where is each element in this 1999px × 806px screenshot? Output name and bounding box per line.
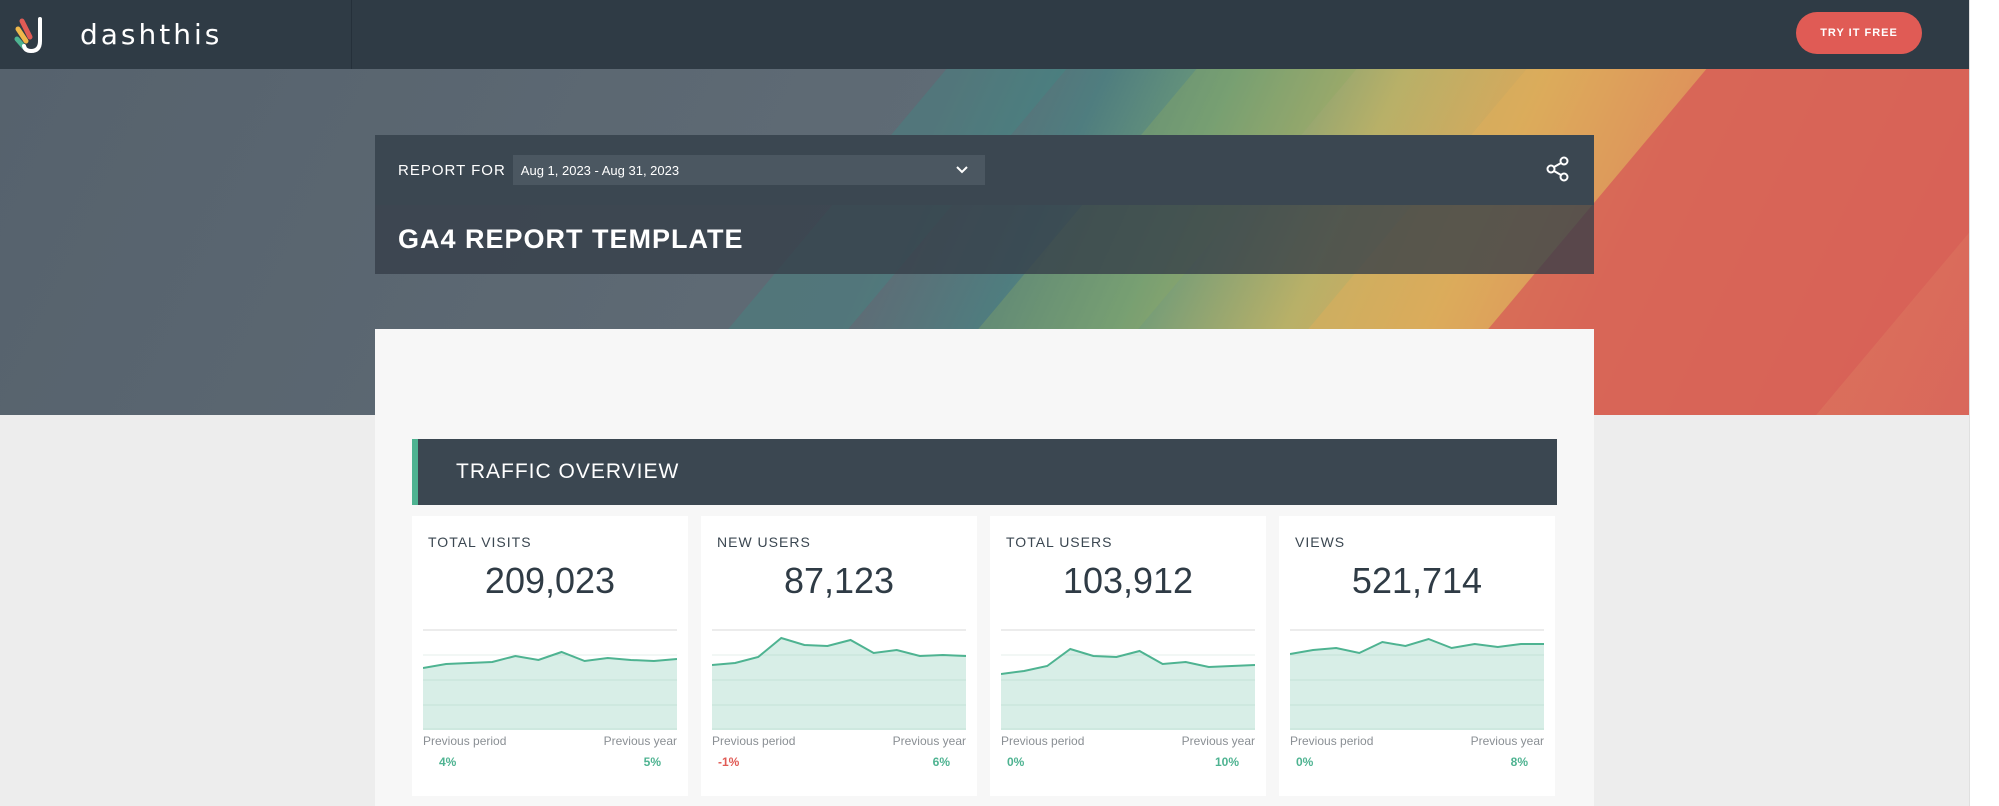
section-title: TRAFFIC OVERVIEW bbox=[456, 460, 680, 483]
page-title: GA4 REPORT TEMPLATE bbox=[398, 224, 744, 254]
kpi-label: TOTAL USERS bbox=[1006, 534, 1113, 550]
chevron-down-icon bbox=[956, 166, 968, 174]
previous-year-label: Previous year bbox=[1470, 734, 1544, 748]
try-it-free-button[interactable]: TRY IT FREE bbox=[1796, 12, 1922, 54]
brand-name: dashthis bbox=[80, 18, 223, 51]
kpi-label: NEW USERS bbox=[717, 534, 811, 550]
previous-period-label: Previous period bbox=[423, 734, 507, 748]
previous-year-label: Previous year bbox=[892, 734, 966, 748]
sparkline-chart bbox=[1290, 629, 1544, 730]
sparkline-area bbox=[423, 652, 677, 730]
dashthis-logo-icon bbox=[14, 16, 42, 53]
kpi-value: 87,123 bbox=[783, 560, 895, 601]
sparkline-line bbox=[712, 636, 966, 666]
previous-period-label: Previous period bbox=[1001, 734, 1085, 748]
sparkline-line bbox=[1290, 637, 1544, 655]
sparkline-line bbox=[1001, 647, 1255, 675]
previous-year-change: 6% bbox=[932, 755, 950, 769]
previous-year-change: 10% bbox=[1214, 755, 1239, 769]
kpi-card[interactable]: TOTAL USERS 103,912 Previous period Prev… bbox=[990, 516, 1266, 796]
kpi-value: 103,912 bbox=[1062, 560, 1194, 601]
sparkline-area bbox=[1290, 639, 1544, 730]
report-toolbar: REPORT FOR Aug 1, 2023 - Aug 31, 2023 bbox=[375, 135, 1594, 205]
sparkline-line bbox=[423, 650, 677, 669]
kpi-value: 209,023 bbox=[484, 560, 616, 601]
sparkline-chart bbox=[423, 629, 677, 730]
sparkline-chart bbox=[712, 629, 966, 730]
report-for-label: REPORT FOR bbox=[398, 161, 506, 179]
kpi-label: TOTAL VISITS bbox=[428, 534, 532, 550]
report-title-bar: GA4 REPORT TEMPLATE bbox=[375, 205, 1594, 274]
previous-period-change: 0% bbox=[1007, 755, 1025, 769]
previous-year-change: 5% bbox=[643, 755, 661, 769]
previous-period-label: Previous period bbox=[712, 734, 796, 748]
share-icon[interactable] bbox=[1546, 156, 1570, 182]
kpi-label: VIEWS bbox=[1295, 534, 1346, 550]
previous-period-change: -1% bbox=[718, 755, 740, 769]
previous-period-label: Previous period bbox=[1290, 734, 1374, 748]
kpi-value: 521,714 bbox=[1351, 560, 1483, 601]
section-header: TRAFFIC OVERVIEW bbox=[412, 439, 1557, 505]
sparkline-area bbox=[712, 638, 966, 730]
previous-year-label: Previous year bbox=[603, 734, 677, 748]
report-panel: TRAFFIC OVERVIEW TOTAL VISITS 209,023 Pr… bbox=[375, 329, 1594, 806]
sparkline-chart bbox=[1001, 629, 1255, 730]
brand-logo[interactable]: dashthis bbox=[0, 0, 352, 69]
previous-period-change: 4% bbox=[439, 755, 457, 769]
date-range-select[interactable]: Aug 1, 2023 - Aug 31, 2023 bbox=[512, 155, 985, 185]
scroll-gutter bbox=[1969, 0, 1999, 806]
sparkline-area bbox=[1001, 649, 1255, 730]
kpi-card[interactable]: NEW USERS 87,123 Previous period Previou… bbox=[701, 516, 977, 796]
previous-year-label: Previous year bbox=[1181, 734, 1255, 748]
previous-period-change: 0% bbox=[1296, 755, 1314, 769]
date-range-value: Aug 1, 2023 - Aug 31, 2023 bbox=[520, 162, 680, 178]
top-nav: dashthis TRY IT FREE bbox=[0, 0, 1969, 69]
kpi-card[interactable]: VIEWS 521,714 Previous period Previous y… bbox=[1279, 516, 1555, 796]
kpi-card[interactable]: TOTAL VISITS 209,023 Previous period Pre… bbox=[412, 516, 688, 796]
previous-year-change: 8% bbox=[1510, 755, 1528, 769]
